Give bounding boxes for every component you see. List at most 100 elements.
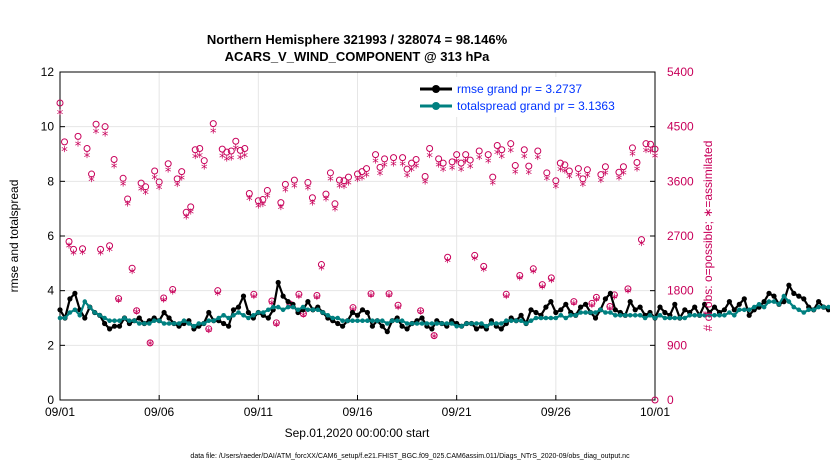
y-tick-label: 0 (47, 393, 54, 407)
obs-possible-marker (408, 159, 416, 167)
totalspread-point (454, 323, 460, 329)
obs-assimilated-marker: * (620, 169, 627, 184)
totalspread-point (394, 318, 400, 324)
obs-assimilated-marker: * (88, 175, 95, 190)
obs-assimilated-marker: * (66, 241, 73, 256)
totalspread-point (147, 321, 152, 326)
obs-possible-marker (124, 195, 132, 203)
obs-assimilated-marker: * (264, 192, 271, 207)
obs-assimilated-marker: * (372, 156, 379, 171)
obs-assimilated-marker: * (278, 203, 285, 218)
totalspread-point (345, 318, 350, 324)
obs-possible-marker (439, 159, 447, 167)
totalspread-point (771, 299, 777, 304)
totalspread-point (320, 310, 326, 315)
obs-assimilated-marker: * (57, 108, 64, 123)
rmse-point (245, 309, 251, 316)
obs-possible-marker (547, 274, 555, 282)
totalspread-point (414, 321, 420, 326)
totalspread-point (211, 318, 216, 324)
obs-possible-marker (628, 144, 636, 152)
obs-possible-marker (651, 396, 659, 404)
obs-assimilated-marker: * (444, 256, 451, 271)
obs-possible-marker (516, 271, 524, 279)
rmse-point (275, 279, 281, 286)
obs-possible-marker (642, 140, 650, 148)
obs-assimilated-marker: * (79, 248, 86, 263)
rmse-point (161, 309, 167, 316)
y-axis-label: rmse and totalspread (7, 180, 21, 293)
obs-assimilated-marker: * (345, 178, 352, 193)
obs-possible-marker (583, 166, 591, 174)
totalspread-point (568, 313, 573, 318)
obs-possible-marker (236, 146, 244, 154)
obs-possible-marker (646, 140, 654, 148)
rmse-point (801, 296, 807, 302)
rmse-point (369, 323, 375, 329)
totalspread-point (563, 315, 569, 321)
x-tick-label: 10/01 (640, 405, 670, 419)
totalspread-point (335, 315, 341, 321)
totalspread-point (613, 313, 618, 318)
totalspread-point (290, 304, 296, 310)
totalspread-point (761, 304, 767, 310)
obs-possible-marker (313, 292, 321, 300)
obs-possible-marker (128, 264, 136, 272)
rmse-point (637, 304, 643, 310)
totalspread-point (310, 307, 316, 313)
rmse-point (221, 320, 227, 327)
rmse-point (736, 301, 742, 307)
obs-possible-marker (304, 179, 312, 187)
obs-assimilated-marker: * (417, 308, 424, 323)
totalspread-point (712, 313, 717, 318)
totalspread-point (77, 313, 83, 318)
obs-possible-marker (65, 237, 73, 245)
obs-possible-marker (173, 175, 181, 183)
obs-count-series: ****************************************… (56, 99, 659, 404)
totalspread-point (677, 315, 683, 321)
rmse-point (235, 304, 242, 310)
obs-possible-marker (331, 200, 339, 208)
obs-assimilated-marker: * (178, 173, 185, 188)
totalspread-point (538, 315, 544, 321)
totalspread-point (107, 318, 112, 324)
totalspread-point (270, 304, 276, 310)
obs-assimilated-marker: * (255, 201, 262, 216)
rmse-point (354, 312, 361, 318)
obs-possible-marker (565, 167, 573, 175)
obs-possible-marker (556, 159, 564, 167)
rmse-point (632, 307, 638, 313)
legend-totalspread-marker (432, 102, 440, 110)
obs-assimilated-marker: * (426, 151, 433, 166)
rmse-point (107, 326, 113, 332)
obs-possible-marker (335, 176, 343, 184)
obs-possible-marker (534, 147, 542, 155)
rmse-point (384, 329, 390, 335)
totalspread-point (191, 323, 197, 329)
rmse-point (206, 309, 212, 316)
y-tick-label: 6 (47, 229, 54, 243)
obs-possible-marker (151, 167, 159, 175)
totalspread-point (474, 321, 479, 326)
rmse-point (543, 304, 549, 310)
rmse-point (280, 293, 286, 299)
obs-assimilated-marker: * (192, 152, 199, 167)
chart-title-line1: Northern Hemisphere 321993 / 328074 = 98… (207, 32, 508, 47)
rmse-point (379, 323, 385, 329)
obs-possible-marker (277, 199, 285, 207)
obs-assimilated-marker: * (480, 265, 487, 280)
obs-possible-marker (322, 190, 330, 198)
obs-assimilated-marker: * (476, 153, 483, 168)
obs-possible-marker (272, 319, 280, 327)
obs-possible-marker (200, 157, 208, 165)
obs-assimilated-marker: * (291, 181, 298, 196)
rmse-point (429, 326, 435, 332)
obs-assimilated-marker: * (124, 200, 131, 215)
obs-possible-marker (56, 99, 64, 107)
obs-assimilated-marker: * (142, 188, 149, 203)
rmse-point (766, 290, 772, 296)
right-y-tick-label: 4500 (667, 120, 694, 134)
obs-assimilated-marker: * (386, 291, 393, 306)
right-y-tick-label: 1800 (667, 284, 694, 298)
